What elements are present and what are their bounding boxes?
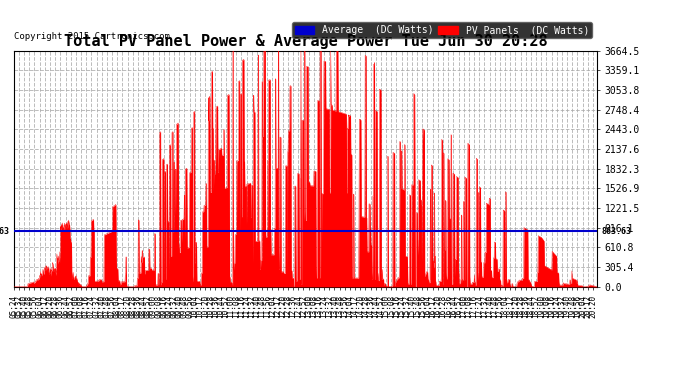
Text: 863.63: 863.63: [0, 227, 10, 236]
Title: Total PV Panel Power & Average Power Tue Jun 30 20:28: Total PV Panel Power & Average Power Tue…: [63, 34, 547, 50]
Legend: Average  (DC Watts), PV Panels  (DC Watts): Average (DC Watts), PV Panels (DC Watts): [292, 22, 592, 38]
Text: 863.63: 863.63: [601, 227, 631, 236]
Text: Copyright 2015 Cartronics.com: Copyright 2015 Cartronics.com: [14, 32, 170, 41]
